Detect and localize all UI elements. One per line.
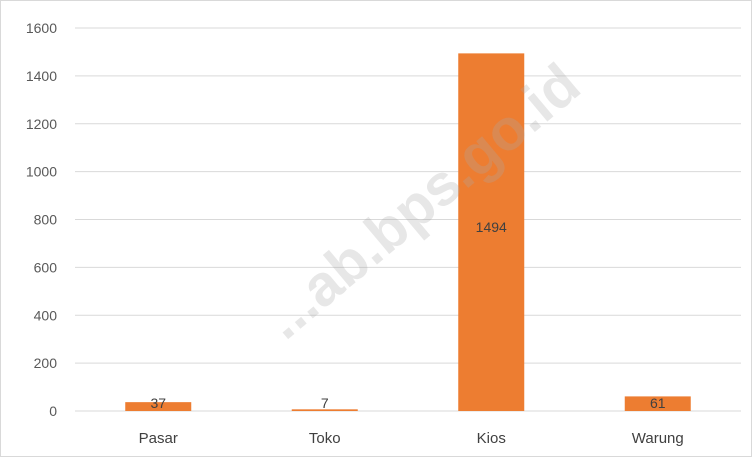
- y-tick-label: 800: [34, 212, 58, 228]
- category-label-warung: Warung: [632, 430, 684, 447]
- y-tick-label: 1200: [26, 116, 57, 132]
- y-tick-label: 200: [34, 355, 58, 371]
- gridlines: [75, 27, 741, 412]
- data-labels: 37 7 1494 61: [150, 219, 665, 411]
- category-label-kios: Kios: [477, 430, 506, 447]
- y-tick-label: 600: [34, 259, 58, 275]
- bar-kios: [458, 53, 525, 411]
- y-tick-label: 0: [49, 403, 57, 419]
- x-axis-categories: Pasar Toko Kios Warung: [139, 430, 684, 447]
- y-tick-label: 1400: [26, 68, 57, 84]
- y-tick-label: 1000: [26, 164, 57, 180]
- y-axis-ticks: 0 200 400 600 800 1000 1200 1400 1600: [26, 20, 57, 419]
- category-label-toko: Toko: [309, 430, 341, 447]
- y-tick-label: 1600: [26, 20, 57, 36]
- y-tick-label: 400: [34, 307, 58, 323]
- bar-warung: [624, 396, 691, 411]
- data-label-pasar: 37: [150, 395, 166, 411]
- data-label-toko: 7: [321, 395, 329, 411]
- data-label-warung: 61: [650, 395, 666, 411]
- category-label-pasar: Pasar: [139, 430, 178, 447]
- bars: [125, 53, 691, 411]
- bar-toko: [291, 409, 358, 411]
- data-label-kios: 1494: [476, 219, 507, 235]
- bar-pasar: [125, 402, 192, 411]
